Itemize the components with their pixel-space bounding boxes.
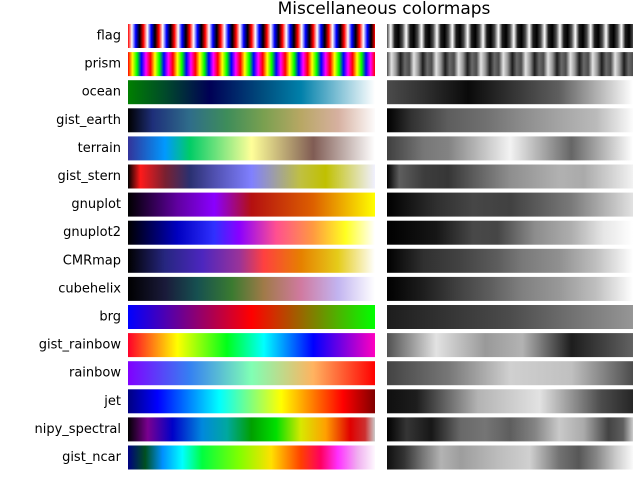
grayscale-bar (387, 276, 633, 301)
colormap-bar (128, 305, 375, 329)
colormap-bar (128, 108, 375, 133)
grayscale-bar (387, 248, 633, 273)
colormap-bar (128, 417, 375, 442)
row-label: prism (84, 57, 121, 72)
grayscale-bar (387, 220, 633, 245)
row-label: gnuplot (71, 197, 121, 212)
grayscale-bar (387, 305, 633, 329)
grayscale-bar (387, 361, 633, 386)
colormap-bar (128, 248, 375, 273)
colormap-bar (128, 192, 375, 217)
grayscale-bar (387, 389, 633, 414)
row-label: brg (99, 310, 121, 325)
colormap-bar (128, 136, 375, 161)
colormap-bar (128, 333, 375, 358)
colormap-bar (128, 276, 375, 301)
grayscale-bar (387, 80, 633, 105)
row-label: gist_ncar (62, 450, 122, 465)
colormap-bar (128, 445, 375, 470)
grayscale-bar (387, 333, 633, 358)
grayscale-bar (387, 108, 633, 133)
row-label: flag (97, 29, 121, 44)
colormap-bar (128, 52, 375, 77)
row-label: rainbow (69, 366, 121, 381)
grayscale-bar (387, 445, 633, 470)
grayscale-bar (387, 24, 633, 48)
row-label: terrain (78, 141, 121, 156)
row-label: gist_stern (58, 169, 121, 184)
colormap-bar (128, 24, 375, 48)
grayscale-bar (387, 417, 633, 442)
colormap-bar (128, 164, 375, 189)
row-label: CMRmap (63, 253, 121, 268)
chart-title: Miscellaneous colormaps (278, 0, 491, 19)
row-label: ocean (82, 85, 121, 100)
row-label: jet (103, 394, 121, 409)
grayscale-bar (387, 136, 633, 161)
grayscale-bar (387, 192, 633, 217)
colormap-bar (128, 80, 375, 105)
grayscale-bar (387, 52, 633, 77)
row-label: gist_rainbow (39, 338, 122, 353)
row-label: nipy_spectral (35, 422, 122, 437)
colormap-bar (128, 389, 375, 414)
row-label: gnuplot2 (63, 225, 121, 240)
colormap-bar (128, 220, 375, 245)
row-label: gist_earth (56, 113, 121, 128)
colormap-bar (128, 361, 375, 386)
row-label: cubehelix (58, 281, 121, 296)
grayscale-bar (387, 164, 633, 189)
